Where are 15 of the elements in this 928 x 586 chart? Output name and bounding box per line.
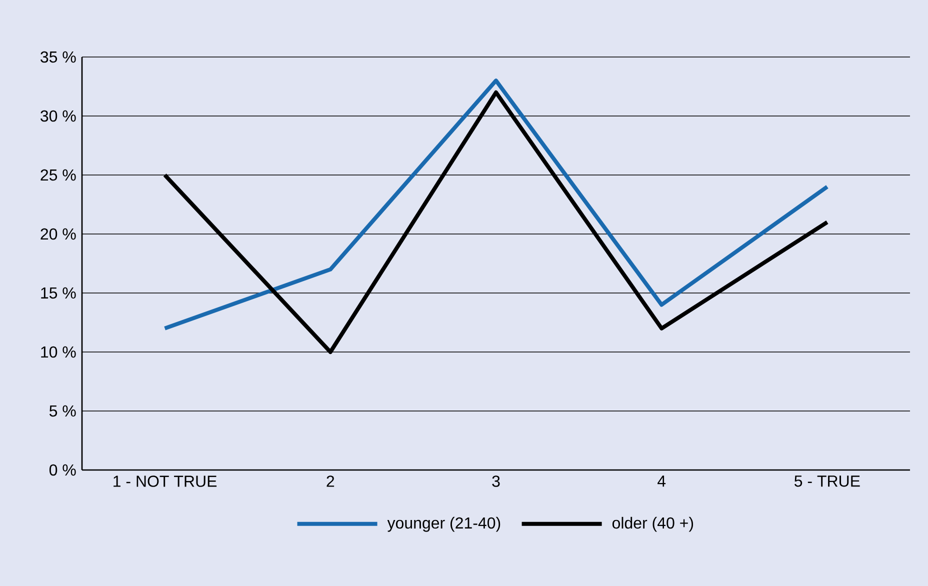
y-tick-label: 25 % [40,169,76,181]
x-tick-label: 5 - TRUE [794,476,860,487]
x-tick-label: 3 [492,476,500,487]
y-tick-label: 10 % [41,346,76,358]
legend-label: older (40 +) [612,516,694,532]
y-tick-label: 5 % [49,405,76,417]
legend-label: younger (21-40) [387,516,500,532]
x-tick-label: 2 [326,476,334,487]
x-tick-label: 1 - NOT TRUE [114,476,217,487]
y-tick-label: 20 % [40,228,76,240]
y-tick-label: 35 % [40,51,76,63]
y-tick-label: 0 % [49,464,76,476]
y-tick-label: 30 % [40,110,76,122]
x-tick-label: 4 [658,476,666,487]
y-tick-label: 15 % [41,287,76,299]
